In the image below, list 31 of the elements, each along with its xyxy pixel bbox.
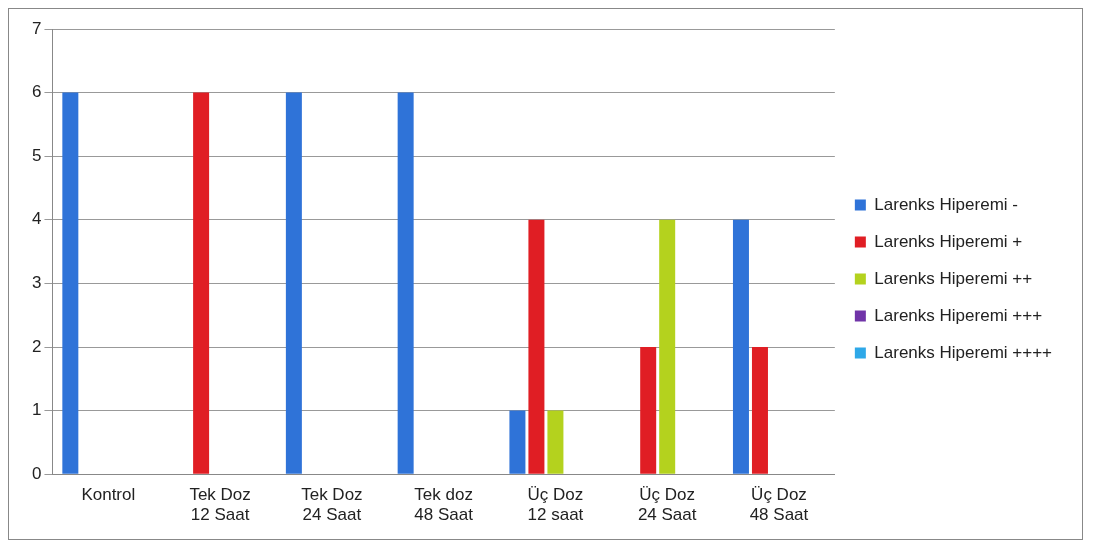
legend-label: Larenks Hiperemi + (874, 231, 1023, 251)
x-tick-label: Tek doz 48 Saat (414, 485, 474, 525)
bar (732, 219, 749, 474)
bar (193, 92, 210, 474)
x-tick-label: Tek Doz 24 Saat (301, 485, 363, 525)
bar (640, 347, 657, 474)
y-tick-label: 7 (31, 18, 42, 38)
legend-label: Larenks Hiperemi - (874, 194, 1018, 214)
bar (659, 219, 676, 474)
y-tick-label: 6 (31, 82, 42, 102)
bar (751, 347, 768, 474)
y-tick-label: 0 (31, 463, 42, 483)
bar (528, 219, 545, 474)
x-tick-label: Üç Doz 24 Saat (637, 485, 697, 525)
x-tick-label: Üç Doz 48 Saat (749, 485, 809, 525)
bar (397, 92, 414, 474)
bar (547, 410, 564, 474)
y-tick-label: 2 (31, 336, 42, 356)
x-tick-label: Üç Doz 12 saat (527, 485, 584, 525)
bar (62, 92, 79, 474)
y-tick-label: 4 (31, 209, 42, 229)
legend-label: Larenks Hiperemi +++ (874, 305, 1043, 325)
y-tick-label: 5 (31, 145, 42, 165)
legend-label: Larenks Hiperemi ++++ (874, 342, 1053, 362)
x-tick-label: Kontrol (81, 485, 136, 505)
legend-label: Larenks Hiperemi ++ (874, 268, 1033, 288)
bar (285, 92, 302, 474)
bar (509, 410, 526, 474)
y-tick-label: 1 (31, 400, 42, 420)
y-tick-label: 3 (31, 273, 42, 293)
x-tick-label: Tek Doz 12 Saat (189, 485, 251, 525)
